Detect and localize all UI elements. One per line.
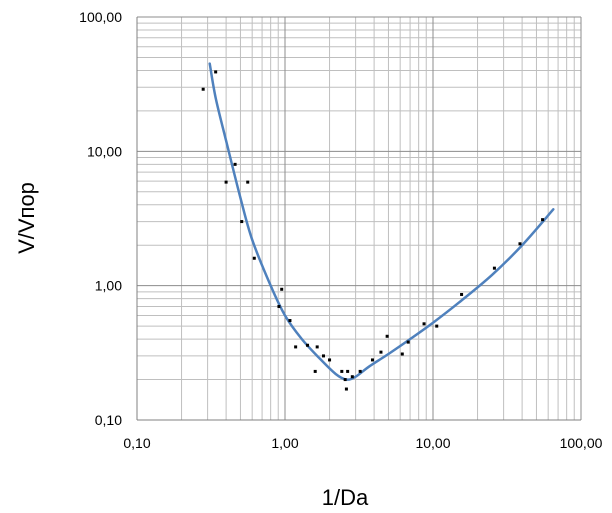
data-point — [435, 324, 439, 328]
x-tick-label: 100,00 — [560, 435, 603, 451]
data-point — [370, 358, 374, 362]
x-tick-label: 0,10 — [123, 435, 150, 451]
data-point — [358, 369, 362, 373]
y-tick-label: 0,10 — [95, 412, 122, 428]
x-tick-label: 1,00 — [271, 435, 298, 451]
data-point — [288, 319, 292, 323]
y-axis-title: V/Vпор — [14, 182, 39, 254]
x-axis-title: 1/Da — [322, 485, 369, 510]
data-points — [201, 70, 545, 391]
data-point — [400, 352, 404, 356]
data-point — [240, 220, 244, 224]
data-point — [277, 304, 281, 308]
data-point — [315, 345, 319, 349]
y-tick-label: 1,00 — [95, 278, 122, 294]
data-point — [343, 378, 347, 382]
data-point — [460, 292, 464, 296]
data-point — [340, 369, 344, 373]
data-point — [422, 322, 426, 326]
data-point — [313, 369, 317, 373]
fit-curve — [208, 62, 555, 381]
data-point — [328, 358, 332, 362]
data-point — [252, 256, 256, 260]
data-point — [201, 87, 205, 91]
x-tick-labels: 0,10 1,00 10,00 100,00 — [123, 435, 602, 451]
data-point — [350, 375, 354, 379]
data-point — [385, 334, 389, 338]
data-point — [294, 345, 298, 349]
data-point — [344, 387, 348, 391]
curve-series — [208, 62, 555, 381]
data-point — [492, 266, 496, 270]
data-point — [346, 369, 350, 373]
y-tick-label: 100,00 — [79, 9, 122, 25]
plot-area — [137, 17, 581, 420]
data-point — [224, 180, 228, 184]
data-point — [541, 218, 545, 222]
data-point — [406, 340, 410, 344]
y-tick-label: 10,00 — [87, 143, 122, 159]
x-tick-label: 10,00 — [415, 435, 450, 451]
y-tick-labels: 0,10 1,00 10,00 100,00 — [79, 9, 122, 428]
data-point — [246, 180, 250, 184]
data-point — [233, 162, 237, 166]
data-point — [280, 287, 284, 291]
data-point — [214, 70, 218, 74]
minor-gridlines — [137, 17, 581, 420]
data-point — [306, 343, 310, 347]
data-point — [518, 242, 522, 246]
data-point — [379, 350, 383, 354]
data-point — [321, 354, 325, 358]
